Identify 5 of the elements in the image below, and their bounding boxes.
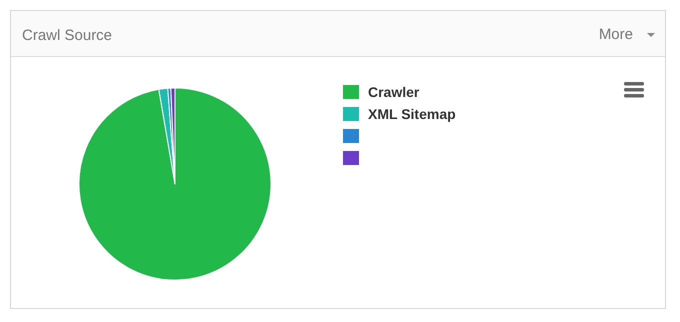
legend-label: XML Sitemap — [368, 106, 456, 122]
legend-label: Crawler — [368, 84, 420, 100]
chart-title: Crawl Source — [22, 27, 112, 44]
text: More — [598, 26, 633, 43]
pie-slice — [78, 88, 272, 280]
